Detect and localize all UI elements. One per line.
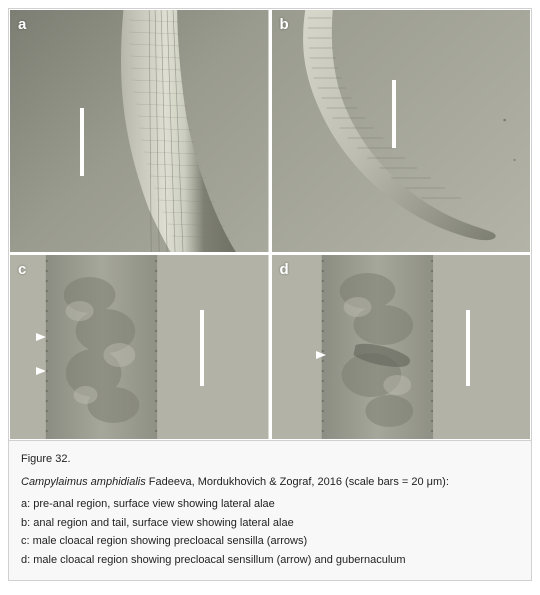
micrograph-b [272, 10, 531, 252]
panel-d: d [272, 255, 531, 439]
panel-c: c [10, 255, 269, 439]
panel-label-c: c [18, 261, 26, 278]
scale-bar-a [80, 108, 84, 176]
micrograph-a [10, 10, 269, 252]
panel-label-d: d [280, 261, 289, 278]
figure-number: Figure 32. [21, 451, 519, 468]
scale-bar-b [392, 80, 396, 148]
micrograph-panel-grid: a [9, 9, 531, 440]
annotation-arrow [36, 333, 46, 341]
panel-b: b [272, 10, 531, 252]
figure-card: a [8, 8, 532, 581]
species-name: Campylaimus amphidialis [21, 476, 146, 488]
annotation-arrow [316, 351, 326, 359]
panel-a: a [10, 10, 269, 252]
micrograph-c [10, 255, 269, 439]
caption-line-c: c: male cloacal region showing precloaca… [21, 533, 519, 550]
panel-label-b: b [280, 16, 289, 33]
caption-line-d: d: male cloacal region showing precloaca… [21, 552, 519, 569]
authority-scale: Fadeeva, Mordukhovich & Zograf, 2016 (sc… [146, 476, 449, 488]
caption-line-a: a: pre-anal region, surface view showing… [21, 496, 519, 513]
caption-line-b: b: anal region and tail, surface view sh… [21, 515, 519, 532]
micrograph-d [272, 255, 531, 439]
scale-bar-c [200, 310, 204, 386]
scale-bar-d [466, 310, 470, 386]
panel-label-a: a [18, 16, 26, 33]
figure-caption: Figure 32. Campylaimus amphidialis Fadee… [9, 440, 531, 580]
annotation-arrow [36, 367, 46, 375]
caption-main-line: Campylaimus amphidialis Fadeeva, Mordukh… [21, 474, 519, 491]
